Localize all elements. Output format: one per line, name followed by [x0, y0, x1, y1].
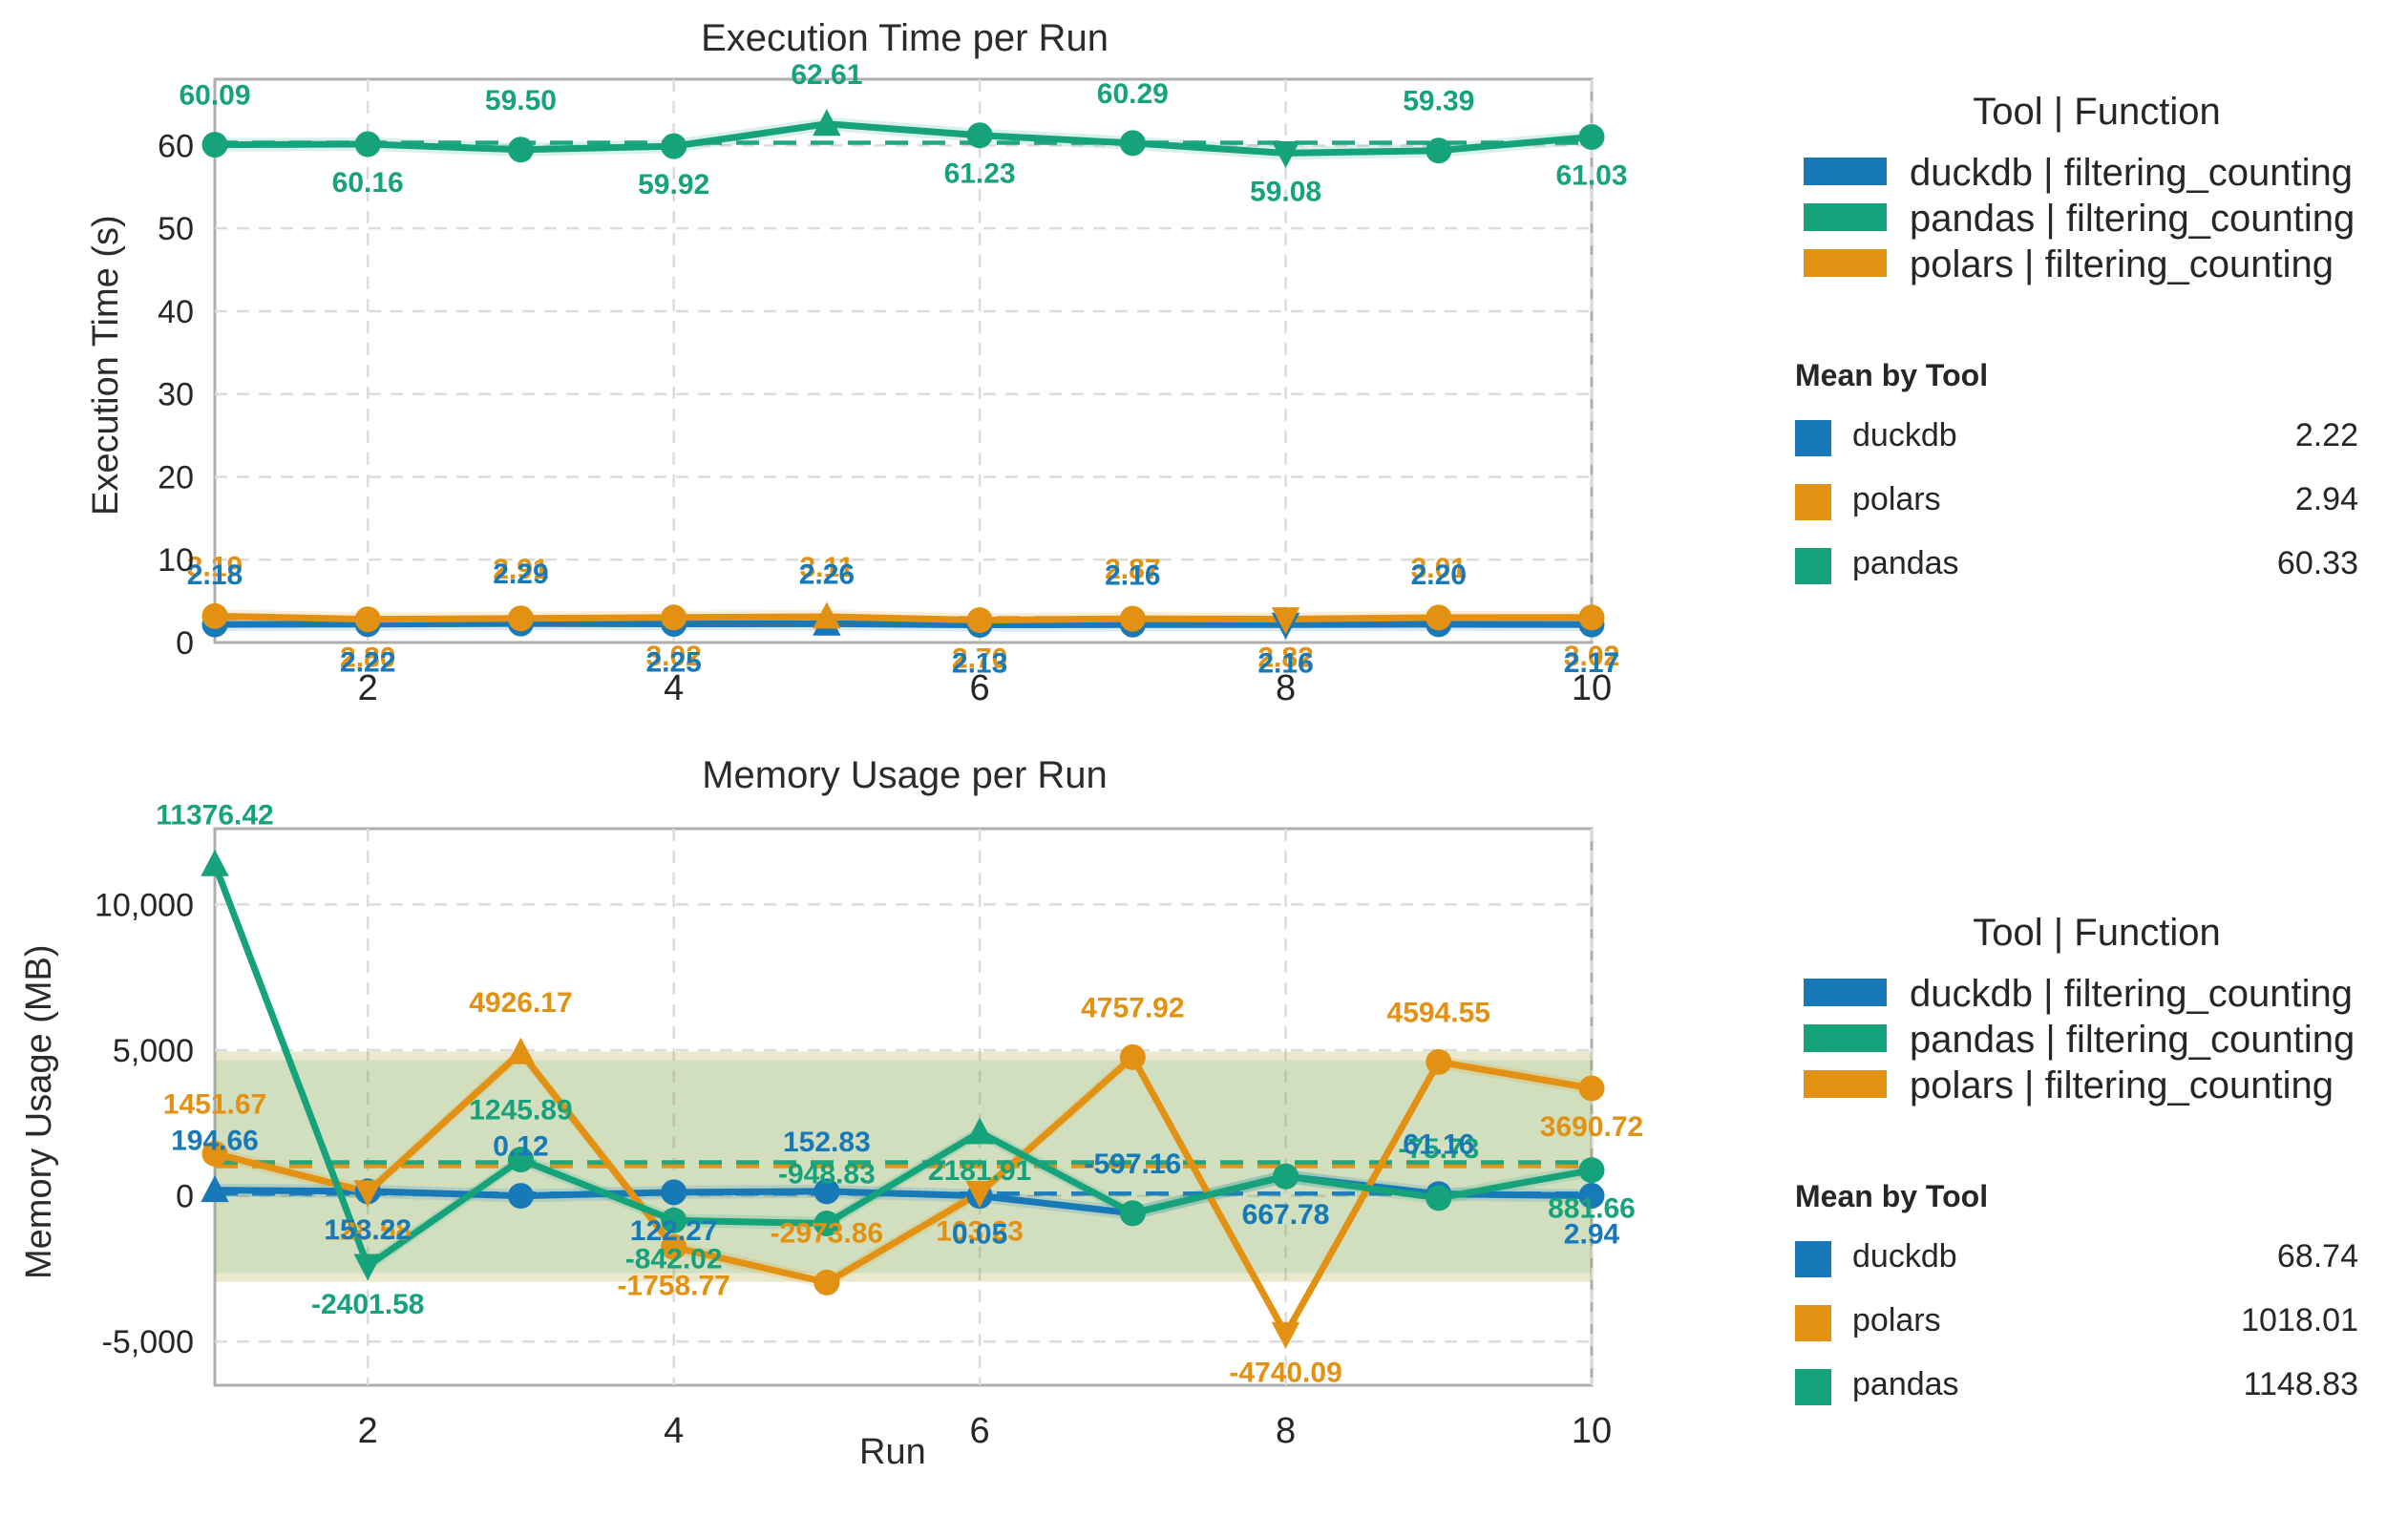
svg-text:3690.72: 3690.72 — [1540, 1111, 1643, 1143]
svg-text:-948.83: -948.83 — [778, 1159, 876, 1190]
svg-text:2181.91: 2181.91 — [928, 1155, 1031, 1187]
svg-text:2.94: 2.94 — [1564, 1219, 1620, 1251]
svg-text:10,000: 10,000 — [95, 887, 194, 923]
svg-text:5,000: 5,000 — [113, 1033, 194, 1069]
svg-text:4594.55: 4594.55 — [1387, 997, 1490, 1028]
svg-text:2: 2 — [358, 1411, 378, 1451]
svg-text:152.83: 152.83 — [783, 1127, 871, 1158]
svg-text:8: 8 — [1276, 1411, 1296, 1451]
svg-text:122.27: 122.27 — [630, 1215, 718, 1247]
svg-text:0.05: 0.05 — [952, 1219, 1007, 1251]
svg-text:11376.42: 11376.42 — [156, 799, 273, 831]
svg-text:-1758.77: -1758.77 — [617, 1270, 729, 1301]
svg-text:-597.16: -597.16 — [1084, 1148, 1181, 1180]
svg-text:4757.92: 4757.92 — [1081, 992, 1184, 1023]
svg-text:-4740.09: -4740.09 — [1229, 1357, 1341, 1388]
svg-text:153.22: 153.22 — [324, 1214, 412, 1246]
svg-text:4926.17: 4926.17 — [469, 987, 572, 1019]
svg-text:-2973.86: -2973.86 — [771, 1217, 883, 1249]
svg-text:4: 4 — [664, 1411, 684, 1451]
svg-text:-2401.58: -2401.58 — [311, 1289, 424, 1320]
svg-text:1245.89: 1245.89 — [469, 1095, 572, 1127]
svg-text:667.78: 667.78 — [1242, 1199, 1330, 1231]
svg-text:6: 6 — [970, 1411, 990, 1451]
svg-text:1451.67: 1451.67 — [163, 1088, 266, 1120]
svg-text:61.16: 61.16 — [1403, 1129, 1474, 1161]
svg-text:0: 0 — [176, 1179, 194, 1215]
svg-text:0.12: 0.12 — [493, 1131, 548, 1163]
svg-text:10: 10 — [1572, 1411, 1612, 1451]
svg-text:194.66: 194.66 — [171, 1126, 259, 1157]
svg-text:-5,000: -5,000 — [102, 1324, 194, 1360]
